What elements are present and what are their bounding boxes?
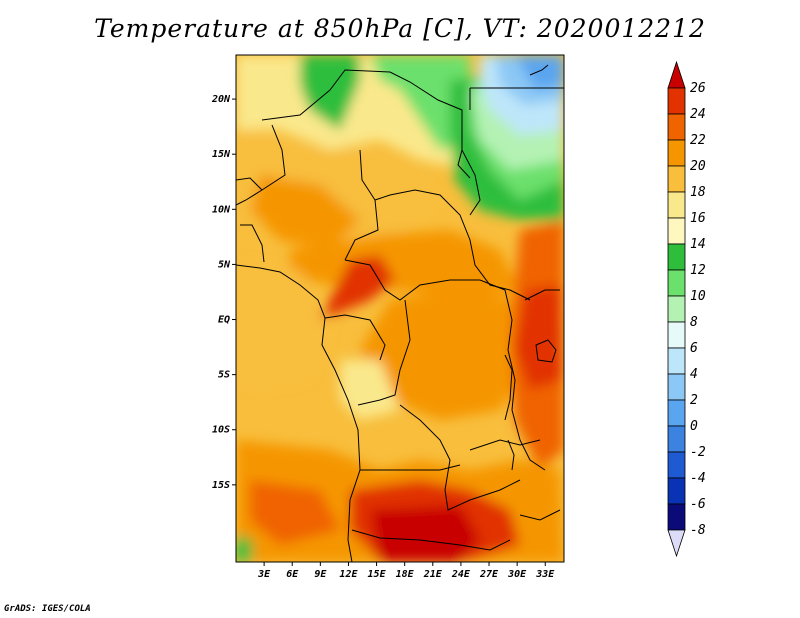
lon-tick-label: 6E bbox=[286, 569, 299, 580]
colorbar-bottom-arrow bbox=[667, 529, 686, 558]
colorbar-segment bbox=[667, 399, 686, 427]
lon-tick-label: 33E bbox=[535, 569, 555, 580]
border-line bbox=[324, 314, 386, 361]
colorbar-label: 18 bbox=[690, 185, 706, 200]
colorbar-label: 26 bbox=[690, 81, 706, 96]
lon-tick-label: 27E bbox=[479, 569, 499, 580]
colorbar-segment bbox=[667, 243, 686, 271]
coast-detail bbox=[529, 64, 549, 76]
colorbar-segment bbox=[667, 321, 686, 349]
border-line bbox=[351, 529, 511, 551]
lon-tick-label: 18E bbox=[396, 569, 415, 580]
border-line bbox=[504, 289, 546, 471]
lon-tick-label: 12E bbox=[339, 569, 358, 580]
colorbar-segment bbox=[667, 113, 686, 141]
colorbar-segment bbox=[667, 165, 686, 193]
border-line bbox=[235, 124, 286, 206]
border-line bbox=[524, 289, 560, 301]
lat-tick-label: 10N bbox=[212, 204, 231, 215]
border-line bbox=[519, 509, 561, 521]
lat-tick-label: 5N bbox=[218, 259, 231, 270]
lon-tick-label: 21E bbox=[423, 569, 443, 580]
lon-tick-label: 15E bbox=[368, 569, 387, 580]
lon-tick-label: 30E bbox=[507, 569, 527, 580]
lat-tick-label: 15S bbox=[212, 480, 230, 491]
border-line bbox=[235, 264, 361, 563]
axis-ticks: 20N 15N 10N 5N EQ 5S 10S 15S 3E 6E 9E 12E 15E 18E 21E 2… bbox=[211, 94, 555, 580]
lat-tick-label: EQ bbox=[218, 315, 230, 326]
lat-tick-label: 10S bbox=[212, 425, 230, 436]
colorbar-label: 6 bbox=[690, 341, 698, 356]
lake-outline bbox=[535, 339, 557, 363]
colorbar-segment bbox=[667, 451, 686, 479]
colorbar-segment bbox=[667, 373, 686, 401]
border-line bbox=[461, 149, 481, 216]
border-line bbox=[469, 439, 541, 451]
border-line bbox=[235, 177, 263, 191]
border-line bbox=[261, 69, 471, 179]
political-borders bbox=[235, 64, 564, 563]
colorbar-segment bbox=[667, 425, 686, 453]
border-line bbox=[240, 224, 265, 263]
colorbar-segment bbox=[667, 139, 686, 167]
colorbar-label: 8 bbox=[690, 315, 698, 330]
colorbar-label: 22 bbox=[690, 133, 706, 148]
map-frame bbox=[235, 54, 565, 563]
colorbar-label: 14 bbox=[690, 237, 706, 252]
colorbar-segment bbox=[667, 477, 686, 505]
colorbar-label: -2 bbox=[690, 445, 706, 460]
lat-tick-label: 20N bbox=[211, 94, 231, 105]
temperature-field bbox=[236, 55, 564, 562]
lon-tick-label: 24E bbox=[451, 569, 471, 580]
colorbar-label: -4 bbox=[690, 471, 706, 486]
border-line bbox=[360, 464, 461, 471]
colorbar-segment bbox=[667, 269, 686, 297]
colorbar-label: 20 bbox=[690, 159, 706, 174]
border-line bbox=[344, 149, 379, 261]
colorbar-segment bbox=[667, 87, 686, 115]
colorbar-segment bbox=[667, 191, 686, 219]
colorbar-label: 4 bbox=[690, 367, 698, 382]
colorbar-label: -8 bbox=[690, 523, 706, 538]
grads-credit: GrADS: IGES/COLA bbox=[4, 604, 91, 614]
colorbar-segment bbox=[667, 503, 686, 531]
lon-tick-label: 9E bbox=[314, 569, 327, 580]
border-line bbox=[399, 404, 521, 511]
colorbar-label: 2 bbox=[690, 393, 698, 408]
colorbar-label: -6 bbox=[690, 497, 706, 512]
lat-tick-label: 15N bbox=[212, 149, 231, 160]
lake-outline bbox=[507, 439, 515, 471]
border-line bbox=[357, 299, 411, 406]
field-shading bbox=[236, 55, 564, 562]
lake-outline bbox=[504, 354, 513, 421]
colorbar-top-arrow bbox=[667, 60, 686, 89]
lon-tick-label: 3E bbox=[257, 569, 271, 580]
colorbar-label: 10 bbox=[690, 289, 706, 304]
colorbar-label: 0 bbox=[690, 419, 698, 434]
colorbar-segment bbox=[667, 347, 686, 375]
map-title: Temperature at 850hPa [C], VT: 202001221… bbox=[94, 14, 706, 43]
colorbar-label: 12 bbox=[690, 263, 706, 278]
border-line bbox=[344, 259, 506, 301]
colorbar-segment bbox=[667, 295, 686, 323]
colorbar-segment bbox=[667, 217, 686, 245]
colorbar-label: 16 bbox=[690, 211, 706, 226]
colorbar-label: 24 bbox=[690, 107, 706, 122]
lat-tick-label: 5S bbox=[218, 370, 230, 381]
